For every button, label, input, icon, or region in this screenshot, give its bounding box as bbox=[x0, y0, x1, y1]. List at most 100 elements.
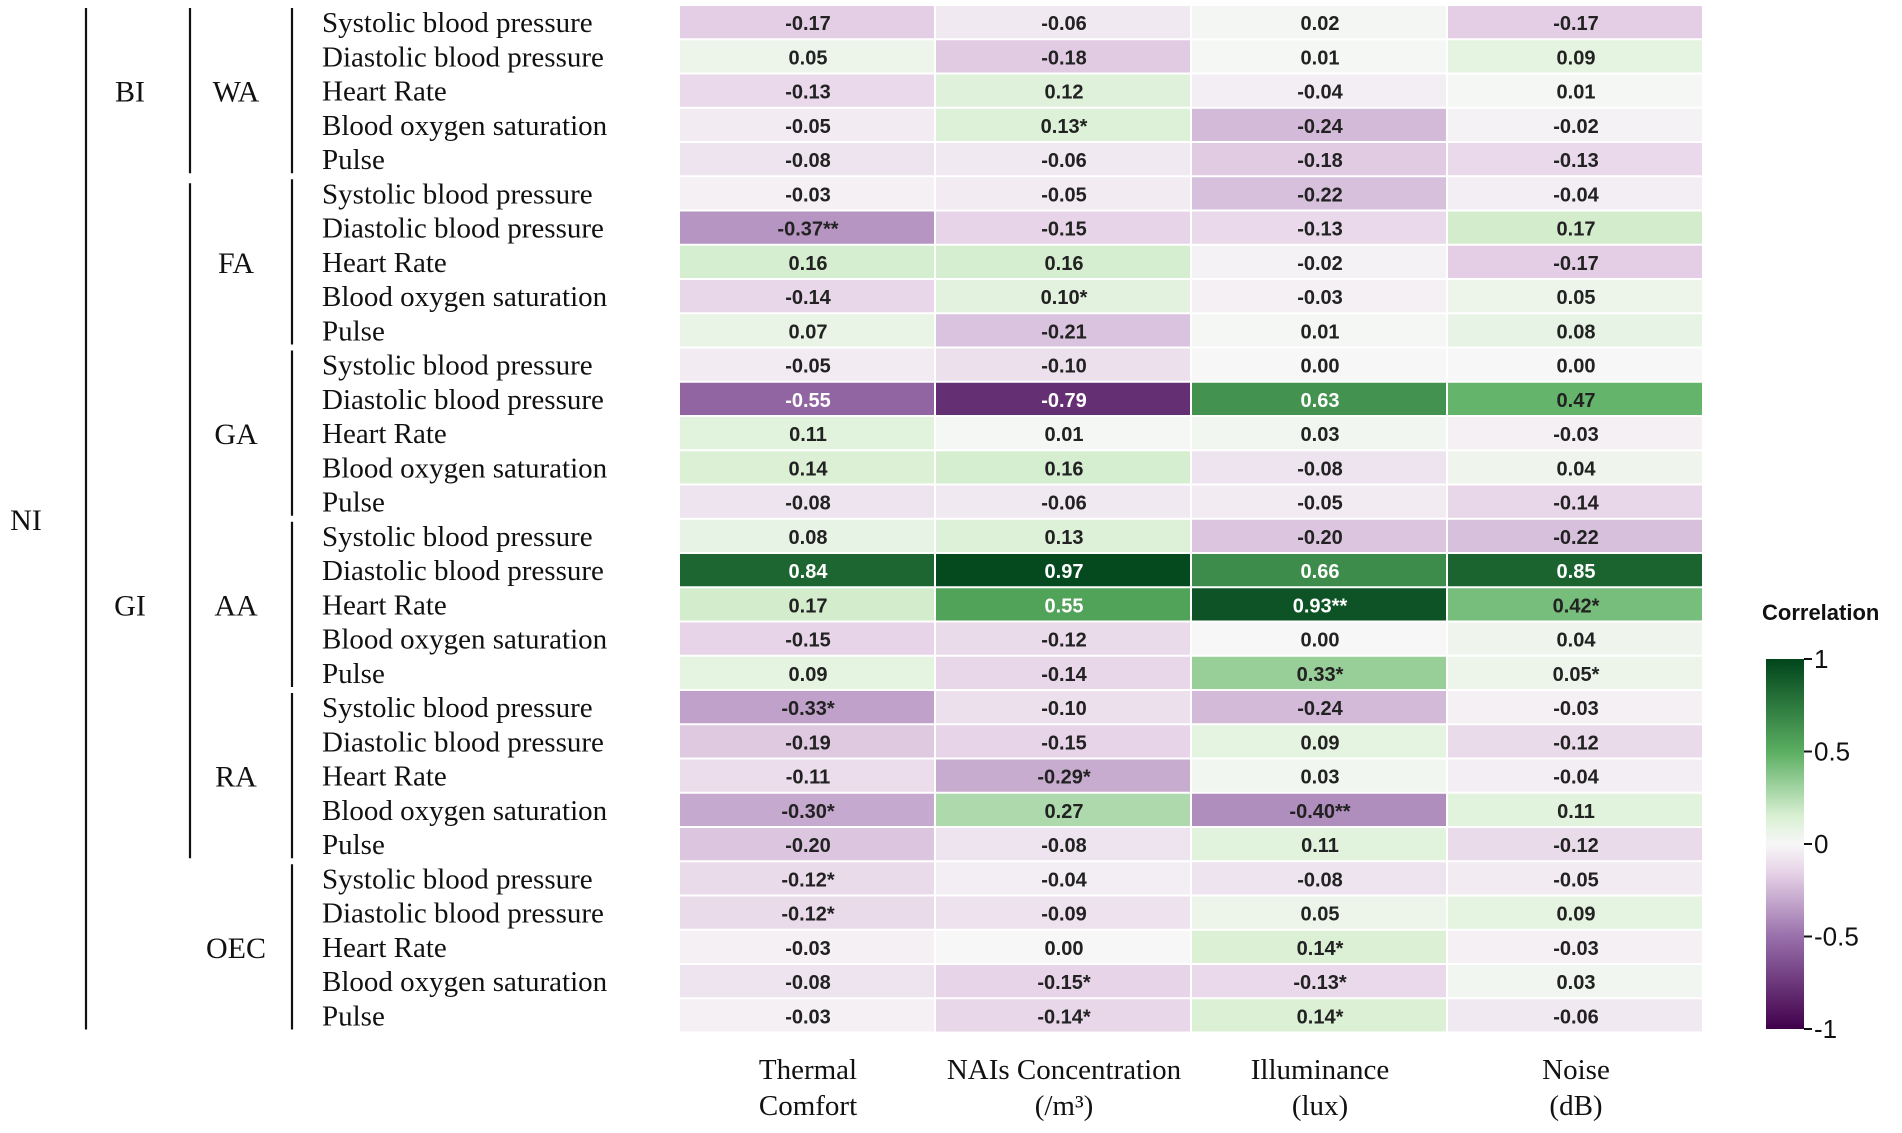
cell-value: -0.08 bbox=[1041, 835, 1087, 857]
row-label: Pulse bbox=[322, 144, 385, 176]
cell-value: 0.00 bbox=[1301, 356, 1340, 378]
row-label: Blood oxygen saturation bbox=[322, 966, 608, 998]
cell-value: 0.11 bbox=[1557, 801, 1595, 823]
cell-value: 0.84 bbox=[789, 561, 829, 583]
heatmap-cell bbox=[1192, 828, 1446, 861]
row-label: Systolic blood pressure bbox=[322, 521, 593, 553]
block-label: AA bbox=[214, 589, 258, 622]
row-label: Heart Rate bbox=[322, 932, 447, 964]
heatmap-cell bbox=[680, 6, 934, 39]
cell-value: -0.29* bbox=[1037, 767, 1091, 789]
heatmap-cell bbox=[1448, 519, 1702, 552]
column-label-line1: Thermal bbox=[759, 1054, 857, 1086]
row-label: Pulse bbox=[322, 658, 385, 690]
cell-value: -0.21 bbox=[1041, 321, 1087, 343]
cell-value: -0.03 bbox=[1553, 698, 1599, 720]
row-label: Blood oxygen saturation bbox=[322, 110, 608, 142]
heatmap-cell bbox=[936, 622, 1190, 655]
cell-value: 0.11 bbox=[789, 424, 827, 446]
heatmap-cell bbox=[936, 656, 1190, 689]
cell-value: 0.11 bbox=[1301, 835, 1339, 857]
heatmap-cell bbox=[1448, 348, 1702, 381]
cell-value: -0.08 bbox=[785, 150, 831, 172]
heatmap-cell bbox=[1448, 143, 1702, 176]
cell-value: 0.14* bbox=[1297, 1006, 1344, 1028]
heatmap-cell bbox=[936, 382, 1190, 415]
cell-value: 0.09 bbox=[789, 664, 828, 686]
heatmap-cell bbox=[680, 211, 934, 244]
heatmap-cell bbox=[680, 280, 934, 313]
heatmap-cell bbox=[1448, 382, 1702, 415]
cell-value: 0.05* bbox=[1553, 664, 1600, 686]
heatmap-cell bbox=[1192, 588, 1446, 621]
cell-value: -0.79 bbox=[1041, 390, 1087, 412]
cell-value: -0.05 bbox=[1553, 869, 1599, 891]
cell-value: 0.08 bbox=[789, 527, 828, 549]
row-label: Diastolic blood pressure bbox=[322, 555, 604, 587]
mid-group-label: GI bbox=[114, 589, 146, 622]
cell-value: -0.10 bbox=[1041, 356, 1087, 378]
cell-value: 0.08 bbox=[1557, 321, 1596, 343]
cell-value: -0.30* bbox=[781, 801, 835, 823]
heatmap-cell bbox=[1448, 999, 1702, 1032]
heatmap-cell bbox=[936, 245, 1190, 278]
heatmap-cell bbox=[1448, 40, 1702, 73]
heatmap-cell bbox=[936, 691, 1190, 724]
cell-value: 0.66 bbox=[1301, 561, 1340, 583]
cell-value: -0.15 bbox=[1041, 732, 1087, 754]
row-label: Systolic blood pressure bbox=[322, 350, 593, 382]
row-label: Systolic blood pressure bbox=[322, 863, 593, 895]
heatmap-cell bbox=[680, 622, 934, 655]
row-label: Diastolic blood pressure bbox=[322, 898, 604, 930]
cell-value: 0.10* bbox=[1041, 287, 1088, 309]
cell-value: -0.24 bbox=[1297, 698, 1343, 720]
cell-value: -0.08 bbox=[1297, 458, 1343, 480]
row-label: Blood oxygen saturation bbox=[322, 452, 608, 484]
cell-value: -0.06 bbox=[1041, 150, 1087, 172]
cell-value: -0.14 bbox=[1041, 664, 1087, 686]
heatmap-cell bbox=[936, 417, 1190, 450]
heatmap-cell bbox=[680, 999, 934, 1032]
cell-value: 0.55 bbox=[1045, 595, 1084, 617]
column-labels: Thermal Comfort NAIs Concentration (/m³) Ill… bbox=[759, 1054, 1610, 1122]
heatmap-cell bbox=[1192, 74, 1446, 107]
cell-value: 0.05 bbox=[1301, 904, 1340, 926]
cell-value: -0.40** bbox=[1289, 801, 1350, 823]
cell-value: -0.03 bbox=[1297, 287, 1343, 309]
cell-value: -0.12 bbox=[1553, 835, 1599, 857]
heatmap-cell bbox=[1448, 896, 1702, 929]
heatmap-cell bbox=[1192, 40, 1446, 73]
heatmap-cell bbox=[1192, 485, 1446, 518]
heatmap-cell bbox=[936, 108, 1190, 141]
cell-value: 0.00 bbox=[1045, 938, 1084, 960]
heatmap-cell bbox=[936, 74, 1190, 107]
heatmap-cell bbox=[936, 554, 1190, 587]
top-group-label: NI bbox=[10, 504, 42, 537]
row-label: Heart Rate bbox=[322, 589, 447, 621]
cell-value: -0.19 bbox=[785, 732, 831, 754]
colorbar-tick-label: 0 bbox=[1814, 829, 1828, 859]
cell-value: 0.17 bbox=[1557, 219, 1596, 241]
cell-value: -0.03 bbox=[785, 184, 831, 206]
cell-value: -0.22 bbox=[1297, 184, 1343, 206]
cell-value: -0.08 bbox=[1297, 869, 1343, 891]
cell-value: -0.04 bbox=[1041, 869, 1087, 891]
cell-value: 0.05 bbox=[1557, 287, 1596, 309]
row-label: Pulse bbox=[322, 315, 385, 347]
cell-value: 0.97 bbox=[1045, 561, 1084, 583]
heatmap-cell bbox=[1448, 451, 1702, 484]
heatmap-cell bbox=[1448, 417, 1702, 450]
heatmap-cell bbox=[680, 828, 934, 861]
heatmap-cell bbox=[1192, 6, 1446, 39]
heatmap-cell bbox=[936, 6, 1190, 39]
heatmap-cell bbox=[936, 348, 1190, 381]
row-label: Pulse bbox=[322, 829, 385, 861]
heatmap-cell bbox=[1192, 896, 1446, 929]
cell-value: 0.05 bbox=[789, 47, 828, 69]
heatmap-cell bbox=[936, 725, 1190, 758]
column-label-line2: (/m³) bbox=[1035, 1090, 1094, 1122]
heatmap-cell bbox=[936, 999, 1190, 1032]
heatmap-cell bbox=[936, 896, 1190, 929]
heatmap-cell bbox=[680, 40, 934, 73]
